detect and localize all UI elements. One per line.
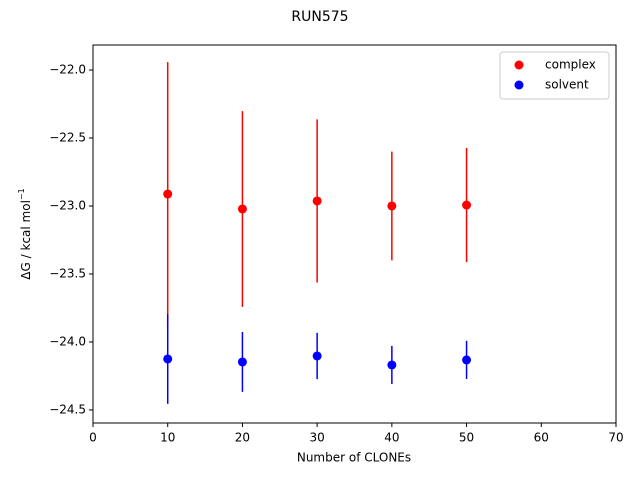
point: [163, 354, 173, 364]
point: [312, 351, 322, 361]
point: [387, 201, 397, 211]
point: [237, 204, 247, 214]
point: [462, 200, 472, 210]
legend-label: solvent: [545, 78, 589, 92]
x-tick-label: 10: [160, 431, 175, 445]
plot-frame: [92, 44, 617, 424]
legend-label: complex: [545, 58, 596, 72]
y-tick-label: −24.5: [49, 402, 86, 416]
x-tick-label: 50: [459, 431, 474, 445]
point: [163, 189, 173, 199]
x-axis-label: Number of CLONEs: [297, 451, 411, 465]
x-tick-label: 30: [310, 431, 325, 445]
y-tick-label: −22.0: [49, 63, 86, 77]
legend-box: [499, 51, 610, 100]
point: [312, 196, 322, 206]
y-tick-label: −24.0: [49, 334, 86, 348]
y-tick-label: −23.0: [49, 198, 86, 212]
x-tick-label: 20: [235, 431, 250, 445]
x-tick-label: 60: [534, 431, 549, 445]
y-axis-label-superscript: −1: [17, 188, 26, 200]
legend-marker: [514, 80, 524, 90]
y-axis-label-text: ΔG / kcal mol: [19, 200, 33, 280]
legend-marker: [514, 60, 524, 70]
x-tick-label: 0: [89, 431, 97, 445]
x-tick-label: 40: [384, 431, 399, 445]
x-tick-label: 70: [608, 431, 623, 445]
y-axis-label: ΔG / kcal mol−1: [17, 188, 33, 279]
point: [462, 355, 472, 365]
y-tick-label: −22.5: [49, 131, 86, 145]
chart-title: RUN575: [291, 9, 348, 25]
y-tick-label: −23.5: [49, 266, 86, 280]
point: [237, 357, 247, 367]
point: [387, 360, 397, 370]
